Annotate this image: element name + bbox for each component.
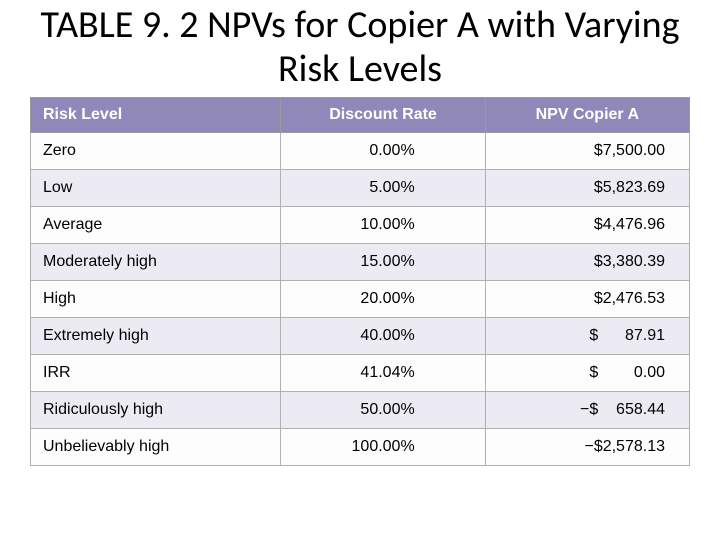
col-header-risk: Risk Level <box>31 98 281 133</box>
cell-npv: −$ 658.44 <box>485 392 689 429</box>
cell-risk: Average <box>31 207 281 244</box>
cell-rate: 5.00% <box>281 170 485 207</box>
table-row: High20.00%$2,476.53 <box>31 281 690 318</box>
cell-npv: $3,380.39 <box>485 244 689 281</box>
cell-rate: 10.00% <box>281 207 485 244</box>
cell-risk: Ridiculously high <box>31 392 281 429</box>
cell-rate: 40.00% <box>281 318 485 355</box>
cell-risk: Low <box>31 170 281 207</box>
cell-rate: 100.00% <box>281 429 485 466</box>
cell-rate: 15.00% <box>281 244 485 281</box>
cell-risk: Extremely high <box>31 318 281 355</box>
cell-npv: $4,476.96 <box>485 207 689 244</box>
table-row: Low5.00%$5,823.69 <box>31 170 690 207</box>
cell-npv: $2,476.53 <box>485 281 689 318</box>
cell-npv: $ 0.00 <box>485 355 689 392</box>
cell-risk: IRR <box>31 355 281 392</box>
cell-npv: $5,823.69 <box>485 170 689 207</box>
cell-risk: Zero <box>31 133 281 170</box>
cell-npv: −$2,578.13 <box>485 429 689 466</box>
cell-npv: $ 87.91 <box>485 318 689 355</box>
table-body: Zero0.00%$7,500.00Low5.00%$5,823.69Avera… <box>31 133 690 466</box>
col-header-npv: NPV Copier A <box>485 98 689 133</box>
table-row: Ridiculously high50.00%−$ 658.44 <box>31 392 690 429</box>
col-header-rate: Discount Rate <box>281 98 485 133</box>
table-row: Unbelievably high100.00%−$2,578.13 <box>31 429 690 466</box>
cell-risk: High <box>31 281 281 318</box>
page-title: TABLE 9. 2 NPVs for Copier A with Varyin… <box>30 4 690 91</box>
table-row: IRR41.04%$ 0.00 <box>31 355 690 392</box>
table-header-row: Risk Level Discount Rate NPV Copier A <box>31 98 690 133</box>
cell-rate: 50.00% <box>281 392 485 429</box>
cell-rate: 41.04% <box>281 355 485 392</box>
cell-risk: Moderately high <box>31 244 281 281</box>
table-row: Moderately high15.00%$3,380.39 <box>31 244 690 281</box>
npv-table: Risk Level Discount Rate NPV Copier A Ze… <box>30 97 690 466</box>
table-row: Zero0.00%$7,500.00 <box>31 133 690 170</box>
cell-risk: Unbelievably high <box>31 429 281 466</box>
table-row: Extremely high40.00%$ 87.91 <box>31 318 690 355</box>
cell-npv: $7,500.00 <box>485 133 689 170</box>
cell-rate: 0.00% <box>281 133 485 170</box>
table-row: Average10.00%$4,476.96 <box>31 207 690 244</box>
cell-rate: 20.00% <box>281 281 485 318</box>
